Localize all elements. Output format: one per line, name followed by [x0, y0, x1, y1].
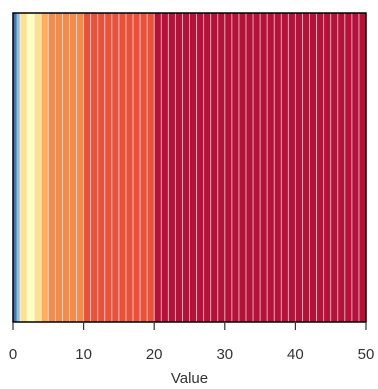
x-tick-label: 40 — [287, 346, 304, 363]
x-tick-label: 10 — [75, 346, 92, 363]
color-band-3 — [27, 13, 35, 322]
x-tick-label: 50 — [358, 346, 375, 363]
x-tick-label: 30 — [216, 346, 233, 363]
color-band-4 — [34, 13, 42, 322]
x-tick-label: 20 — [146, 346, 163, 363]
color-stripes — [13, 13, 367, 322]
color-band-6 — [48, 13, 84, 322]
x-axis-title: Value — [171, 370, 208, 387]
color-band-2 — [20, 13, 28, 322]
color-band-0 — [13, 13, 17, 322]
x-axis: 0 10 20 30 40 50 — [9, 322, 375, 363]
x-tick-label: 0 — [9, 346, 17, 363]
plot-frame — [12, 12, 367, 323]
color-band-5 — [41, 13, 49, 322]
color-band-1 — [16, 13, 21, 322]
